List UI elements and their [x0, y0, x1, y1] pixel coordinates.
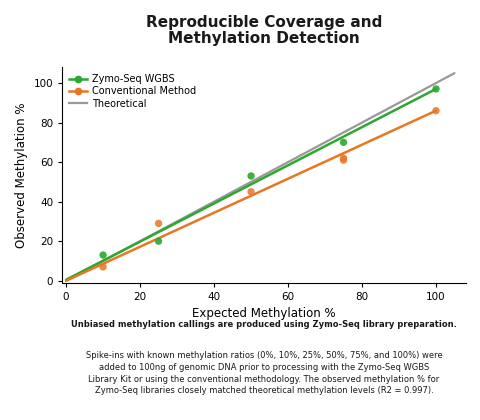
Legend: Zymo-Seq WGBS, Conventional Method, Theoretical: Zymo-Seq WGBS, Conventional Method, Theo…	[67, 72, 198, 111]
Point	[432, 86, 440, 92]
Point	[340, 155, 348, 162]
Point	[340, 139, 348, 146]
Text: Reproducible Coverage and: Reproducible Coverage and	[146, 15, 382, 30]
Point	[247, 189, 255, 195]
Point	[99, 252, 107, 258]
X-axis label: Expected Methylation %: Expected Methylation %	[192, 307, 336, 320]
Point	[432, 108, 440, 114]
Text: Methylation Detection: Methylation Detection	[168, 32, 360, 47]
Point	[340, 157, 348, 163]
Text: Unbiased methylation callings are produced using Zymo-Seq library preparation.: Unbiased methylation callings are produc…	[71, 320, 457, 329]
Text: Spike-ins with known methylation ratios (0%, 10%, 25%, 50%, 75%, and 100%) were
: Spike-ins with known methylation ratios …	[85, 351, 443, 396]
Y-axis label: Observed Methylation %: Observed Methylation %	[15, 102, 28, 248]
Point	[99, 263, 107, 270]
Point	[155, 220, 162, 227]
Point	[247, 173, 255, 179]
Point	[155, 238, 162, 244]
